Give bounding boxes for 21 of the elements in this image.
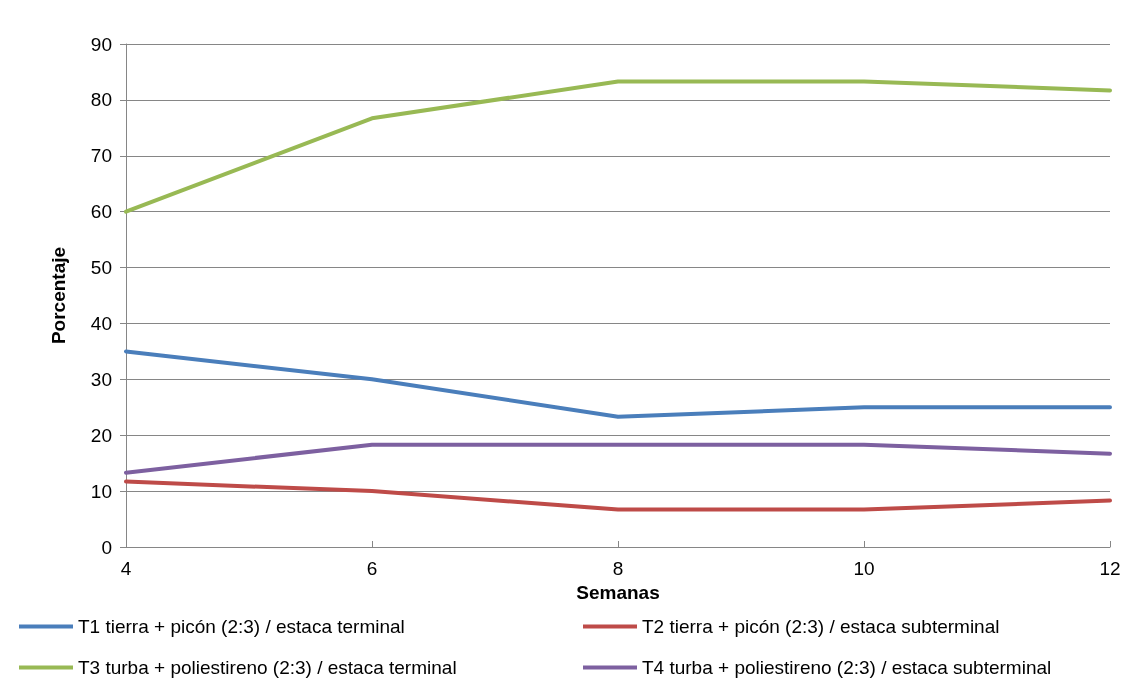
y-tick-label: 50 [90, 257, 112, 279]
x-axis-title: Semanas [576, 581, 660, 603]
y-tick-label: 80 [90, 89, 112, 111]
legend-label: T2 tierra + picón (2:3) / estaca subterminal [642, 616, 1000, 637]
x-tick-label: 8 [612, 558, 624, 579]
legend-label: T3 turba + poliestireno (2:3) / estaca terminal [78, 657, 457, 678]
x-tick-label: 10 [853, 558, 875, 579]
y-tick-label: 10 [90, 480, 112, 502]
y-tick-label: 0 [101, 536, 112, 558]
legend-label: T4 turba + poliestireno (2:3) / estaca subterminal [642, 657, 1052, 678]
x-tick-label: 6 [366, 558, 378, 579]
y-tick-label: 70 [90, 145, 112, 167]
x-tick-label: 4 [120, 558, 132, 579]
x-tick-label: 12 [1099, 558, 1121, 579]
y-tick-label: 20 [90, 424, 112, 446]
y-tick-label: 60 [90, 201, 112, 223]
y-tick-label: 40 [90, 312, 112, 334]
y-tick-label: 90 [90, 33, 112, 55]
y-tick-label: 30 [90, 368, 112, 390]
y-axis-title: Porcentaje [48, 246, 69, 345]
legend-label: T1 tierra + picón (2:3) / estaca terminal [78, 616, 405, 637]
